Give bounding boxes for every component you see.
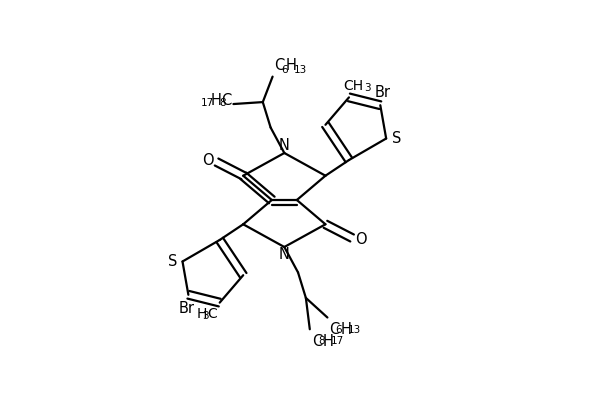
- Text: 3: 3: [202, 310, 208, 320]
- Text: H: H: [197, 306, 208, 320]
- Text: C: C: [329, 322, 340, 337]
- Text: C: C: [207, 306, 217, 320]
- Text: S: S: [392, 131, 401, 146]
- Text: C: C: [275, 58, 285, 73]
- Text: 3: 3: [364, 82, 370, 92]
- Text: N: N: [279, 246, 290, 262]
- Text: H: H: [286, 58, 296, 73]
- Text: 6: 6: [335, 324, 342, 334]
- Text: Br: Br: [178, 301, 194, 316]
- Text: O: O: [355, 232, 367, 248]
- Text: C: C: [312, 334, 322, 349]
- Text: 8: 8: [220, 98, 226, 108]
- Text: 6: 6: [281, 65, 287, 75]
- Text: 8: 8: [318, 336, 325, 346]
- Text: CH: CH: [344, 79, 364, 93]
- Text: 17: 17: [201, 98, 214, 108]
- Text: N: N: [279, 138, 290, 154]
- Text: 13: 13: [348, 324, 361, 334]
- Text: H: H: [211, 94, 221, 108]
- Text: H: H: [340, 322, 351, 337]
- Text: C: C: [221, 94, 232, 108]
- Text: Br: Br: [374, 85, 390, 100]
- Text: S: S: [167, 254, 177, 269]
- Text: 17: 17: [331, 336, 344, 346]
- Text: O: O: [202, 152, 214, 168]
- Text: 13: 13: [293, 65, 307, 75]
- Text: H: H: [323, 334, 334, 349]
